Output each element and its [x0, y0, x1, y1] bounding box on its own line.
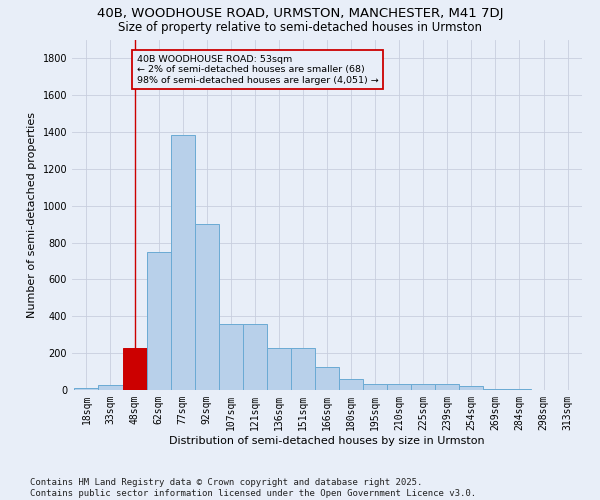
Bar [291, 348, 315, 390]
Text: 40B WOODHOUSE ROAD: 53sqm
← 2% of semi-detached houses are smaller (68)
98% of s: 40B WOODHOUSE ROAD: 53sqm ← 2% of semi-d… [137, 54, 379, 84]
Text: Contains HM Land Registry data © Crown copyright and database right 2025.
Contai: Contains HM Land Registry data © Crown c… [30, 478, 476, 498]
Bar [363, 384, 387, 390]
Bar [387, 384, 411, 390]
Bar [339, 379, 363, 390]
Bar [484, 389, 508, 390]
Bar [267, 348, 291, 390]
Bar [194, 224, 219, 390]
Bar [435, 384, 460, 390]
Bar [243, 324, 267, 390]
Bar [315, 367, 339, 390]
Text: 40B, WOODHOUSE ROAD, URMSTON, MANCHESTER, M41 7DJ: 40B, WOODHOUSE ROAD, URMSTON, MANCHESTER… [97, 8, 503, 20]
Y-axis label: Number of semi-detached properties: Number of semi-detached properties [27, 112, 37, 318]
Bar [98, 386, 122, 390]
Bar [219, 324, 243, 390]
Bar [460, 386, 484, 390]
Bar [411, 384, 435, 390]
Text: Size of property relative to semi-detached houses in Urmston: Size of property relative to semi-detach… [118, 21, 482, 34]
Bar [170, 135, 194, 390]
Bar [122, 348, 146, 390]
X-axis label: Distribution of semi-detached houses by size in Urmston: Distribution of semi-detached houses by … [169, 436, 485, 446]
Bar [146, 252, 170, 390]
Bar [74, 388, 98, 390]
